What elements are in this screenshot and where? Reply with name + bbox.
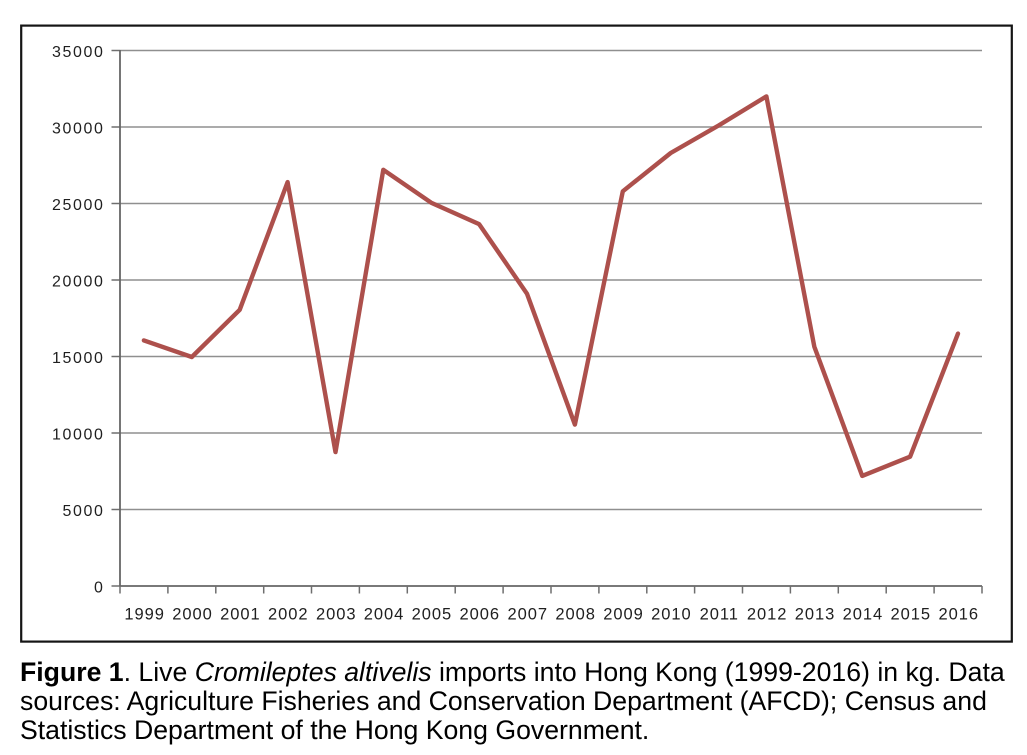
svg-text:25000: 25000 bbox=[52, 197, 105, 214]
svg-text:2014: 2014 bbox=[843, 605, 884, 623]
svg-text:20000: 20000 bbox=[52, 274, 105, 291]
svg-text:2013: 2013 bbox=[795, 605, 836, 623]
svg-text:2008: 2008 bbox=[555, 605, 596, 623]
svg-text:15000: 15000 bbox=[52, 350, 105, 367]
svg-text:2009: 2009 bbox=[603, 605, 644, 623]
svg-text:2004: 2004 bbox=[364, 605, 405, 623]
svg-text:2016: 2016 bbox=[938, 605, 979, 623]
svg-text:2011: 2011 bbox=[700, 605, 739, 623]
svg-text:0: 0 bbox=[94, 580, 105, 597]
svg-text:2012: 2012 bbox=[747, 605, 788, 623]
svg-text:2005: 2005 bbox=[412, 605, 453, 623]
svg-text:2007: 2007 bbox=[507, 605, 548, 623]
svg-text:10000: 10000 bbox=[52, 427, 105, 444]
svg-text:2003: 2003 bbox=[316, 605, 357, 623]
svg-text:2015: 2015 bbox=[891, 605, 932, 623]
svg-text:30000: 30000 bbox=[52, 121, 105, 138]
svg-text:2006: 2006 bbox=[460, 605, 501, 623]
svg-text:1999: 1999 bbox=[124, 605, 165, 623]
svg-text:5000: 5000 bbox=[63, 503, 105, 520]
svg-text:2002: 2002 bbox=[268, 605, 309, 623]
svg-text:35000: 35000 bbox=[52, 44, 105, 61]
svg-text:2000: 2000 bbox=[172, 605, 213, 623]
svg-text:2010: 2010 bbox=[651, 605, 692, 623]
svg-text:2001: 2001 bbox=[220, 605, 261, 623]
